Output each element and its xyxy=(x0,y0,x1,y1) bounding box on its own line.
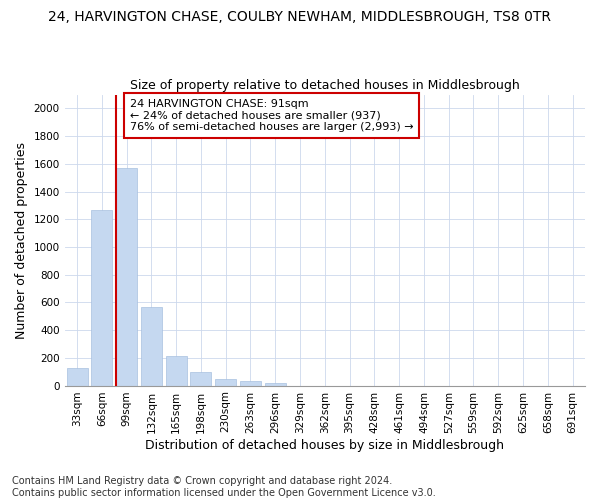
Bar xyxy=(91,210,112,386)
Bar xyxy=(141,306,162,386)
Bar xyxy=(116,168,137,386)
Text: 24, HARVINGTON CHASE, COULBY NEWHAM, MIDDLESBROUGH, TS8 0TR: 24, HARVINGTON CHASE, COULBY NEWHAM, MID… xyxy=(49,10,551,24)
Bar xyxy=(166,356,187,386)
Text: 24 HARVINGTON CHASE: 91sqm
← 24% of detached houses are smaller (937)
76% of sem: 24 HARVINGTON CHASE: 91sqm ← 24% of deta… xyxy=(130,99,413,132)
Bar xyxy=(67,368,88,386)
Bar xyxy=(190,372,211,386)
Title: Size of property relative to detached houses in Middlesbrough: Size of property relative to detached ho… xyxy=(130,79,520,92)
Bar xyxy=(215,378,236,386)
Bar xyxy=(265,383,286,386)
Bar xyxy=(240,382,261,386)
X-axis label: Distribution of detached houses by size in Middlesbrough: Distribution of detached houses by size … xyxy=(145,440,505,452)
Y-axis label: Number of detached properties: Number of detached properties xyxy=(15,142,28,338)
Text: Contains HM Land Registry data © Crown copyright and database right 2024.
Contai: Contains HM Land Registry data © Crown c… xyxy=(12,476,436,498)
